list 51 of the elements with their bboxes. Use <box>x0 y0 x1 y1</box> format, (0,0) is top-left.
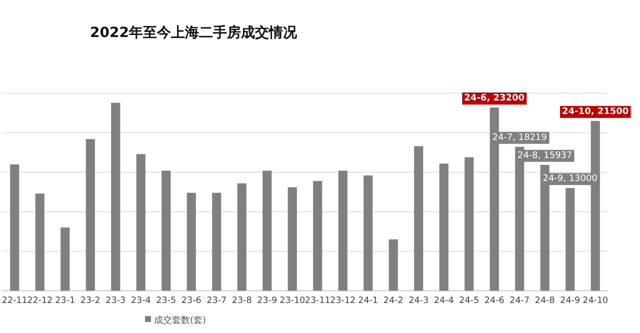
x-tick-label: 24-10 <box>582 296 609 306</box>
x-tick-label: 23-5 <box>156 296 176 306</box>
bar <box>364 175 373 291</box>
x-tick-label: 23-12 <box>330 296 356 306</box>
bar <box>439 164 448 291</box>
x-tick-label: 23-4 <box>130 296 152 306</box>
data-label: 24-9, 13000 <box>542 174 598 184</box>
x-tick-label: 23-9 <box>257 296 278 306</box>
x-tick-label: 24-6 <box>484 296 505 306</box>
bar <box>186 192 196 291</box>
bar <box>136 154 146 291</box>
data-label: 24-6, 23200 <box>464 94 525 104</box>
bar <box>86 139 95 291</box>
x-tick-label: 23-7 <box>206 296 227 306</box>
bar <box>464 157 474 291</box>
bar <box>388 239 398 291</box>
bar <box>10 164 20 291</box>
bar <box>162 170 171 291</box>
x-tick-label: 24-1 <box>358 296 378 306</box>
chart-title: 2022年至今上海二手房成交情况 <box>90 24 298 41</box>
x-tick-label: 23-6 <box>181 296 202 306</box>
x-tick-label: 22-12 <box>27 296 53 306</box>
bar <box>566 188 575 291</box>
x-tick-label: 24-2 <box>383 296 404 306</box>
x-tick-label: 23-3 <box>106 296 126 306</box>
bar <box>288 187 297 291</box>
bar <box>111 102 120 291</box>
bar <box>262 170 272 291</box>
x-tick-label: 23-1 <box>55 296 76 306</box>
bar <box>212 192 222 291</box>
x-tick-label: 24-5 <box>459 296 480 306</box>
x-tick-label: 24-7 <box>510 296 530 306</box>
data-label: 24-7, 18219 <box>492 132 548 143</box>
legend-label: 成交套数(套) <box>154 315 206 326</box>
x-tick-label: 23-11 <box>304 296 330 306</box>
bar <box>60 228 70 291</box>
x-tick-label: 23-8 <box>232 296 252 306</box>
bar <box>414 146 424 291</box>
x-tick-label: 24-4 <box>434 296 454 306</box>
bar <box>237 183 246 291</box>
x-tick-label: 24-9 <box>560 296 580 306</box>
data-label: 24-8, 15937 <box>517 150 572 161</box>
x-tick-label: 23-2 <box>80 296 100 306</box>
data-label: 24-10, 21500 <box>562 106 629 117</box>
bar <box>313 180 322 291</box>
x-tick-label: 24-3 <box>408 296 429 306</box>
x-tick-label: 23-10 <box>280 296 306 306</box>
bar <box>338 170 348 291</box>
x-tick-label: 22-11 <box>2 296 28 306</box>
bar <box>35 194 44 291</box>
x-tick-label: 24-8 <box>534 296 555 306</box>
